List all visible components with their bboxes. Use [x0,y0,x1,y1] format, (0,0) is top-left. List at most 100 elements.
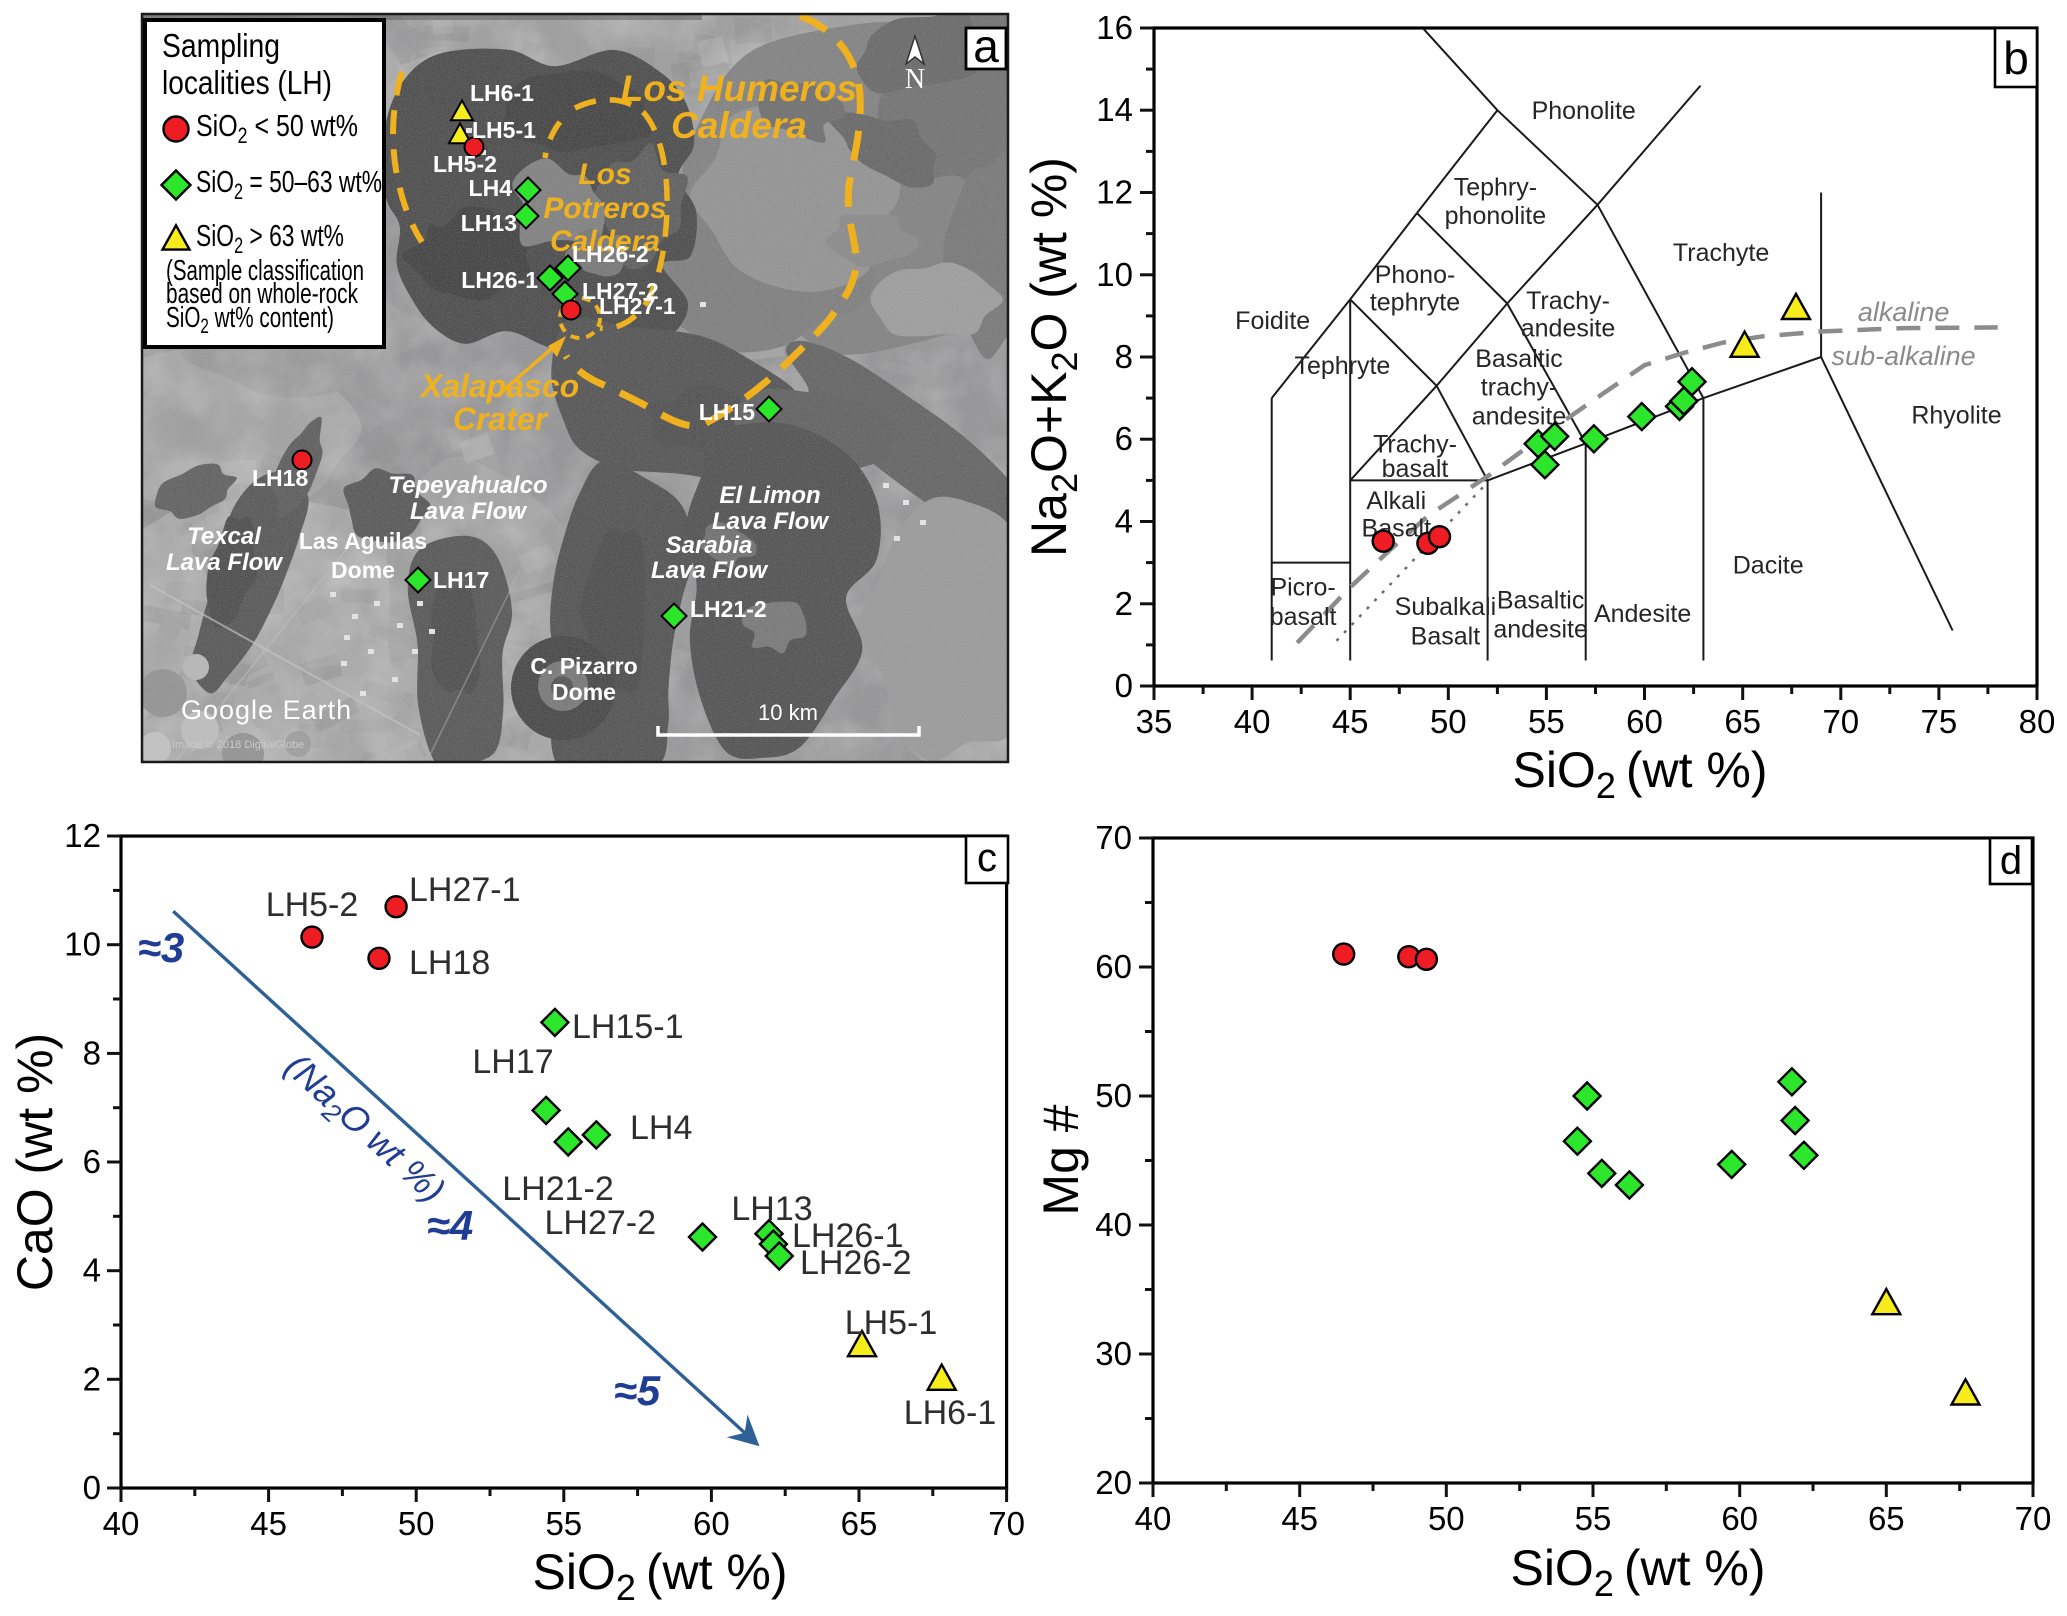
svg-text:0: 0 [1115,667,1133,704]
svg-text:Sarabia: Sarabia [666,532,753,559]
svg-text:10 km: 10 km [758,700,818,725]
svg-text:andesite: andesite [1493,615,1588,643]
svg-text:LH5-2: LH5-2 [266,886,359,924]
svg-text:≈4: ≈4 [427,1202,473,1249]
svg-text:(Sample classification: (Sample classification [166,255,364,287]
svg-text:a: a [973,20,999,72]
svg-text:SiO2​ = 50–63 wt%: SiO2​ = 50–63 wt% [196,164,382,204]
svg-text:70: 70 [1095,819,1132,856]
svg-text:Los: Los [578,158,631,191]
svg-text:Dome: Dome [552,679,616,705]
svg-text:60: 60 [1721,1500,1758,1537]
svg-text:70: 70 [2015,1500,2052,1537]
svg-text:andesite: andesite [1521,314,1616,342]
svg-text:basalt: basalt [1270,603,1337,631]
svg-text:Trachyte: Trachyte [1673,239,1769,267]
svg-text:SiO2​ > 63 wt%: SiO2​ > 63 wt% [196,218,344,258]
svg-text:20: 20 [1095,1464,1132,1501]
svg-text:LH21-2: LH21-2 [502,1170,614,1208]
svg-text:LH6-1: LH6-1 [470,80,534,106]
svg-text:Lava Flow: Lava Flow [712,508,829,535]
svg-text:trachy-: trachy- [1481,374,1557,402]
svg-text:≈3: ≈3 [138,924,184,971]
svg-text:50: 50 [1430,703,1467,740]
svg-text:Mg #: Mg # [1033,1104,1089,1215]
svg-text:50: 50 [398,1505,435,1542]
svg-text:65: 65 [1868,1500,1905,1537]
svg-text:≈5: ≈5 [614,1367,661,1414]
svg-text:Dome: Dome [331,557,395,583]
svg-text:60: 60 [693,1505,730,1542]
svg-text:40: 40 [103,1505,140,1542]
svg-text:LH15-1: LH15-1 [572,1008,684,1046]
svg-text:65: 65 [841,1505,878,1542]
svg-text:Crater: Crater [453,401,549,437]
svg-text:Las Aguilas: Las Aguilas [299,528,427,554]
svg-text:6: 6 [83,1143,101,1180]
svg-text:Caldera: Caldera [550,225,660,258]
svg-text:LH18: LH18 [409,944,490,982]
svg-text:Dacite: Dacite [1733,552,1804,580]
svg-text:SiO2​ (wt %): SiO2​ (wt %) [532,1544,787,1608]
svg-text:LH18: LH18 [252,465,308,491]
svg-text:10: 10 [1096,256,1133,293]
svg-text:55: 55 [545,1505,582,1542]
svg-text:40: 40 [1135,1500,1172,1537]
svg-text:Los Humeros: Los Humeros [621,68,857,109]
svg-text:Tepeyahualco: Tepeyahualco [388,472,547,499]
svg-text:80: 80 [2019,703,2056,740]
svg-text:LH26-1: LH26-1 [792,1217,904,1255]
svg-text:Picro-: Picro- [1270,574,1335,602]
svg-text:10: 10 [64,926,101,963]
svg-text:45: 45 [1281,1500,1318,1537]
svg-text:Trachy-: Trachy- [1526,287,1610,315]
svg-text:LH5-1: LH5-1 [845,1304,938,1342]
svg-text:30: 30 [1095,1335,1132,1372]
svg-text:Subalkali: Subalkali [1395,593,1496,621]
svg-text:Rhyolite: Rhyolite [1911,402,2001,430]
svg-text:LH27-1: LH27-1 [409,871,521,909]
svg-text:Phonolite: Phonolite [1532,97,1636,125]
svg-text:LH17: LH17 [433,567,489,593]
svg-text:phonolite: phonolite [1445,202,1546,230]
svg-text:Lava Flow: Lava Flow [166,549,283,576]
svg-text:CaO (wt %): CaO (wt %) [7,1033,63,1291]
svg-text:Basaltic: Basaltic [1497,587,1585,615]
svg-text:d: d [2000,839,2022,883]
svg-text:sub-alkaline: sub-alkaline [1832,341,1976,371]
svg-text:45: 45 [1332,703,1369,740]
svg-text:45: 45 [250,1505,287,1542]
svg-text:40: 40 [1234,703,1271,740]
svg-text:LH27-2: LH27-2 [582,278,659,304]
svg-text:12: 12 [1096,174,1133,211]
svg-text:SiO2​ < 50 wt%: SiO2​ < 50 wt% [196,108,358,148]
svg-text:basalt: basalt [1382,455,1449,483]
svg-text:LH15: LH15 [699,399,755,425]
svg-text:LH26-2: LH26-2 [800,1244,912,1282]
svg-text:LH21-2: LH21-2 [690,596,767,622]
svg-text:35: 35 [1136,703,1173,740]
svg-text:Basaltic: Basaltic [1475,345,1563,373]
svg-text:Image © 2018 DigitalGlobe: Image © 2018 DigitalGlobe [172,739,304,751]
svg-text:c: c [977,836,997,880]
svg-text:50: 50 [1428,1500,1465,1537]
svg-text:0: 0 [83,1469,101,1506]
svg-text:Andesite: Andesite [1594,600,1691,628]
svg-text:4: 4 [1115,503,1133,540]
svg-text:SiO2​ wt% content): SiO2​ wt% content) [166,302,334,338]
svg-text:Xalapasco: Xalapasco [419,368,579,404]
svg-text:Tephryte: Tephryte [1294,352,1390,380]
svg-text:Basalt: Basalt [1411,622,1481,650]
svg-text:60: 60 [1626,703,1663,740]
svg-text:LH4: LH4 [469,175,513,201]
svg-text:75: 75 [1921,703,1958,740]
svg-text:Lava Flow: Lava Flow [651,557,768,584]
svg-text:localities (LH): localities (LH) [162,64,332,101]
svg-text:4: 4 [83,1252,101,1289]
svg-text:6: 6 [1115,420,1133,457]
svg-text:14: 14 [1096,91,1133,128]
svg-text:Trachy-: Trachy- [1373,430,1457,458]
svg-text:LH4: LH4 [630,1109,692,1147]
svg-text:Phono-: Phono- [1375,261,1456,289]
svg-text:Potreros: Potreros [543,192,666,225]
